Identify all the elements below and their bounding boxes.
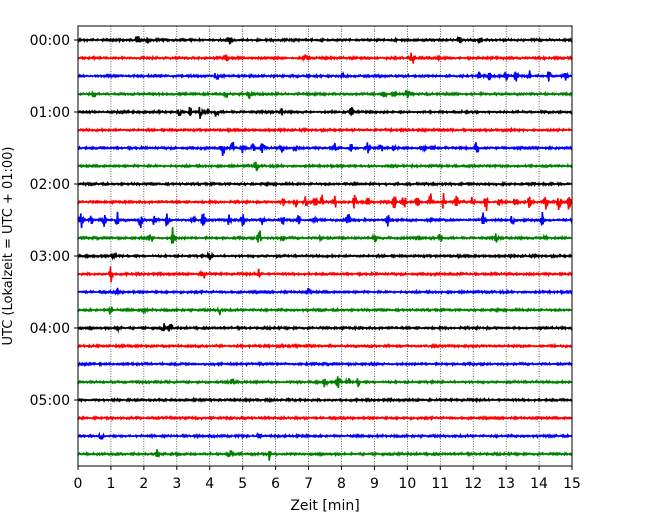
trace-line (77, 305, 573, 316)
trace-line (77, 414, 573, 422)
trace-line (77, 180, 573, 188)
trace-line (77, 35, 573, 45)
y-tick-label: 01:00 (30, 105, 70, 121)
x-tick-label: 6 (271, 476, 280, 492)
x-tick-label: 2 (139, 476, 148, 492)
trace-line (77, 396, 573, 404)
trace-line (77, 342, 573, 350)
x-tick-label: 10 (398, 476, 416, 492)
x-tick-label: 13 (497, 476, 515, 492)
grid-lines (110, 26, 540, 466)
x-tick-label: 12 (464, 476, 482, 492)
trace-line (77, 52, 573, 64)
trace-line (77, 431, 573, 441)
trace-line (77, 193, 573, 212)
x-tick-label: 5 (238, 476, 247, 492)
x-tick-label: 9 (370, 476, 379, 492)
trace-line (77, 287, 573, 297)
trace-line (77, 89, 573, 99)
trace-line (77, 141, 573, 157)
x-tick-label: 3 (172, 476, 181, 492)
trace-lines (77, 35, 573, 461)
trace-line (77, 376, 573, 389)
trace-line (77, 266, 573, 283)
x-tick-label: 1 (106, 476, 115, 492)
trace-line (77, 227, 573, 244)
x-tick-label: 7 (304, 476, 313, 492)
trace-line (77, 70, 573, 82)
y-tick-label: 04:00 (30, 321, 70, 337)
y-tick-label: 02:00 (30, 177, 70, 193)
x-tick-label: 11 (431, 476, 449, 492)
x-tick-label: 0 (74, 476, 83, 492)
x-axis-ticks: 0 1 2 3 4 5 6 7 8 9 10 11 12 13 14 15 (74, 466, 581, 492)
trace-line (77, 360, 573, 368)
y-axis-ticks: 00:00 01:00 02:00 03:00 04:00 05:00 (30, 33, 78, 409)
y-axis-label: UTC (Lokalzeit = UTC + 01:00) (1, 147, 16, 346)
trace-line (77, 161, 573, 172)
trace-line (77, 106, 573, 119)
x-axis-label: Zeit [min] (290, 498, 359, 514)
x-tick-label: 14 (530, 476, 548, 492)
trace-line (77, 323, 573, 334)
y-tick-label: 03:00 (30, 249, 70, 265)
plot-frame (77, 25, 573, 467)
y-tick-label: 00:00 (30, 33, 70, 49)
trace-line (77, 449, 573, 461)
trace-line (77, 211, 573, 229)
y-tick-label: 05:00 (30, 393, 70, 409)
trace-line (77, 250, 573, 261)
x-tick-label: 8 (337, 476, 346, 492)
x-tick-label: 4 (205, 476, 214, 492)
trace-line (77, 126, 573, 134)
x-tick-label: 15 (563, 476, 581, 492)
